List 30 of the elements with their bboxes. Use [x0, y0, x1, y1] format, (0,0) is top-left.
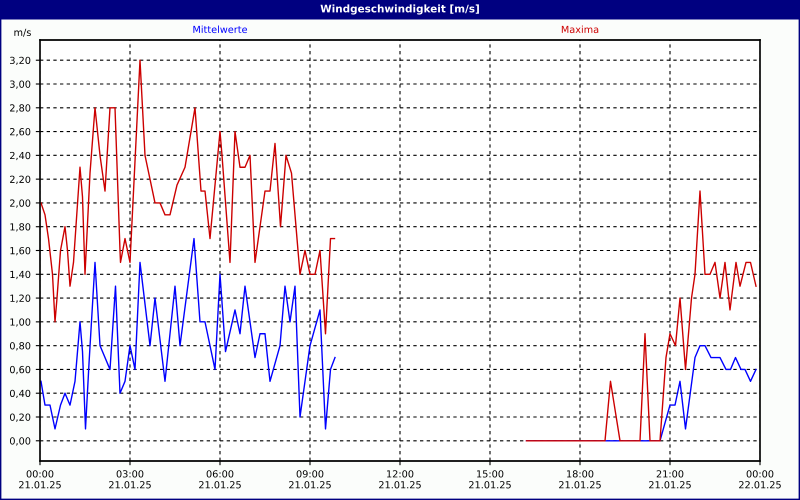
x-tick-label: 18:00 21.01.25: [559, 470, 601, 488]
y-tick-label: 1,60: [10, 246, 30, 256]
text: Maxima: [562, 26, 598, 34]
chart-title: Windgeschwindigkeit [m/s]: [320, 4, 479, 15]
y-tick-label: 3,20: [10, 56, 30, 66]
y-tick-label: 0,20: [10, 413, 30, 422]
y-tick-label: 0,80: [10, 342, 30, 350]
y-tick-label: 2,40: [10, 152, 30, 160]
x-tick-label: 15:00 21.01.25: [469, 470, 511, 488]
y-tick-label: 3,00: [10, 80, 30, 89]
x-tick-label: 03:00 21.01.25: [109, 470, 151, 488]
x-tick-label: 09:00 21.01.25: [289, 470, 331, 488]
y-tick-label: 2,00: [10, 199, 30, 208]
y-tick-label: 1,40: [10, 270, 30, 280]
x-tick-label: 00:00 22.01.25: [739, 470, 781, 488]
y-axis-title: m/s: [14, 28, 31, 37]
y-tick-label: 2,60: [10, 128, 30, 136]
y-tick-label: 2,80: [10, 104, 30, 113]
y-tick-label: 0,40: [10, 390, 30, 398]
x-tick-label: 12:00 21.01.25: [379, 470, 421, 488]
x-tick-label: 21:00 21.01.25: [649, 470, 691, 488]
y-tick-label: 2,20: [10, 176, 30, 184]
y-tick-label: 1,20: [10, 294, 30, 303]
y-tick-label: 1,00: [10, 318, 30, 327]
text: Mittelwerte: [193, 26, 248, 34]
y-tick-label: 1,80: [10, 223, 30, 232]
y-tick-label: 0,60: [10, 366, 30, 374]
x-tick-label: 00:00 21.01.25: [19, 470, 61, 488]
y-tick-label: 0,00: [10, 437, 30, 446]
x-tick-label: 06:00 21.01.25: [199, 470, 241, 488]
